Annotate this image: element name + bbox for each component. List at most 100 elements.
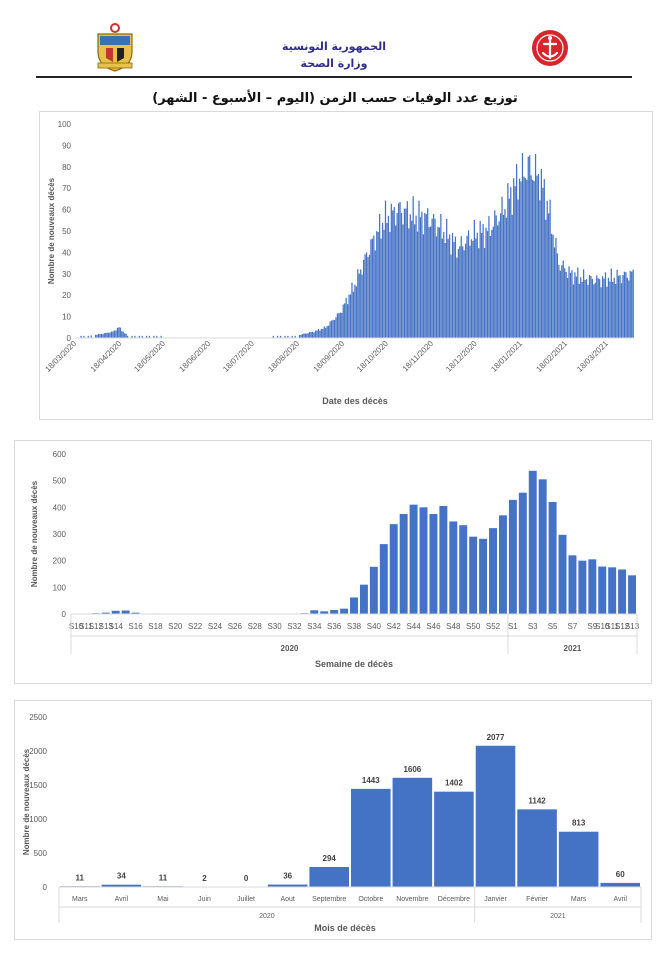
daily-bar xyxy=(537,173,540,338)
daily-bar xyxy=(368,254,371,338)
daily-bar xyxy=(504,209,506,338)
daily-bar xyxy=(524,177,526,338)
daily-bar xyxy=(376,231,378,338)
x-tick-label: S52 xyxy=(486,622,501,631)
weekly-bar xyxy=(498,515,507,614)
daily-bar xyxy=(272,335,274,338)
daily-bar xyxy=(590,275,592,338)
x-tick-label: 18/03/2020 xyxy=(43,339,78,374)
daily-bar xyxy=(438,227,441,338)
x-tick-label: S3 xyxy=(528,622,538,631)
daily-bar xyxy=(326,326,328,338)
x-tick-label: S1 xyxy=(508,622,518,631)
daily-bar xyxy=(491,229,493,338)
daily-bar xyxy=(322,328,324,338)
y-tick-label: 600 xyxy=(53,450,67,459)
x-tick-label: 18/05/2020 xyxy=(132,339,167,374)
daily-bar xyxy=(310,332,312,338)
y-tick-label: 500 xyxy=(34,849,48,858)
daily-bar xyxy=(520,181,522,338)
daily-bar xyxy=(593,284,595,338)
daily-bar xyxy=(615,283,617,338)
daily-bar xyxy=(313,332,315,338)
daily-bar xyxy=(99,334,101,338)
daily-bar xyxy=(400,212,403,338)
daily-bar xyxy=(620,283,623,338)
daily-bar xyxy=(521,153,524,338)
weekly-bar xyxy=(449,521,458,614)
monthly-bar xyxy=(351,788,391,887)
daily-bar xyxy=(495,215,497,338)
daily-bar xyxy=(425,214,427,338)
weekly-bar xyxy=(528,470,537,614)
x-tick-label: Aout xyxy=(280,896,294,903)
daily-bar xyxy=(358,273,360,338)
daily-bar xyxy=(466,235,468,338)
daily-bar xyxy=(494,210,496,338)
x-tick-label: 18/11/2020 xyxy=(401,339,436,374)
daily-bar xyxy=(447,238,449,338)
x-tick-label: 18/03/2021 xyxy=(575,339,610,374)
x-tick-label: 18/01/2021 xyxy=(489,339,524,374)
daily-bar xyxy=(597,278,599,338)
daily-bar xyxy=(578,283,580,338)
daily-bar xyxy=(546,200,548,338)
daily-bar xyxy=(594,282,596,338)
daily-bar xyxy=(566,277,569,338)
daily-bar xyxy=(291,335,293,338)
daily-bar xyxy=(364,254,366,338)
daily-bar xyxy=(549,199,551,338)
daily-bar xyxy=(536,175,538,338)
daily-bar xyxy=(374,250,376,338)
daily-bar xyxy=(361,274,363,338)
daily-bar xyxy=(463,250,465,338)
y-axis-title: Nombre de nouveaux décès xyxy=(30,480,39,587)
daily-bar xyxy=(387,215,390,338)
daily-bar xyxy=(609,281,611,338)
daily-bar xyxy=(632,269,634,338)
x-axis-title: Date des décès xyxy=(322,396,388,406)
daily-bar xyxy=(513,178,515,338)
daily-bar xyxy=(377,231,379,338)
daily-bar xyxy=(125,333,127,338)
daily-bar xyxy=(479,220,481,338)
daily-bar xyxy=(325,327,327,338)
weekly-bar xyxy=(429,514,438,614)
daily-bar xyxy=(365,252,368,338)
daily-bar xyxy=(399,201,401,338)
daily-bar xyxy=(467,230,470,338)
health-ministry-emblem-icon xyxy=(530,28,570,68)
weekly-bar xyxy=(558,534,567,614)
daily-bar xyxy=(564,268,566,338)
daily-bar xyxy=(160,335,162,338)
daily-bar xyxy=(284,335,286,338)
daily-bar xyxy=(105,332,107,338)
x-tick-label: 18/06/2020 xyxy=(177,339,212,374)
weekly-bar xyxy=(489,528,497,614)
x-tick-label: Décembre xyxy=(438,896,470,903)
monthly-bar xyxy=(267,884,308,887)
y-tick-label: 1000 xyxy=(29,815,47,824)
daily-bar xyxy=(622,275,624,338)
daily-bar xyxy=(390,203,392,338)
daily-bar xyxy=(392,210,394,338)
daily-bar xyxy=(110,331,113,338)
daily-bar xyxy=(517,199,519,338)
daily-bar xyxy=(406,201,408,338)
daily-bar xyxy=(604,272,607,338)
daily-bar xyxy=(462,246,464,338)
daily-bar xyxy=(301,334,304,338)
daily-bar xyxy=(134,335,136,338)
x-tick-label: S36 xyxy=(327,622,342,631)
daily-bar xyxy=(481,232,483,338)
daily-bar xyxy=(148,335,151,338)
y-tick-label: 100 xyxy=(58,120,72,129)
daily-bar xyxy=(601,276,604,338)
daily-bar xyxy=(584,279,586,338)
daily-bar xyxy=(100,333,103,338)
daily-bar xyxy=(96,334,98,338)
daily-bar xyxy=(351,282,353,338)
x-tick-label: Avril xyxy=(613,896,627,903)
weekly-bar xyxy=(608,567,617,614)
daily-bar xyxy=(464,243,467,338)
